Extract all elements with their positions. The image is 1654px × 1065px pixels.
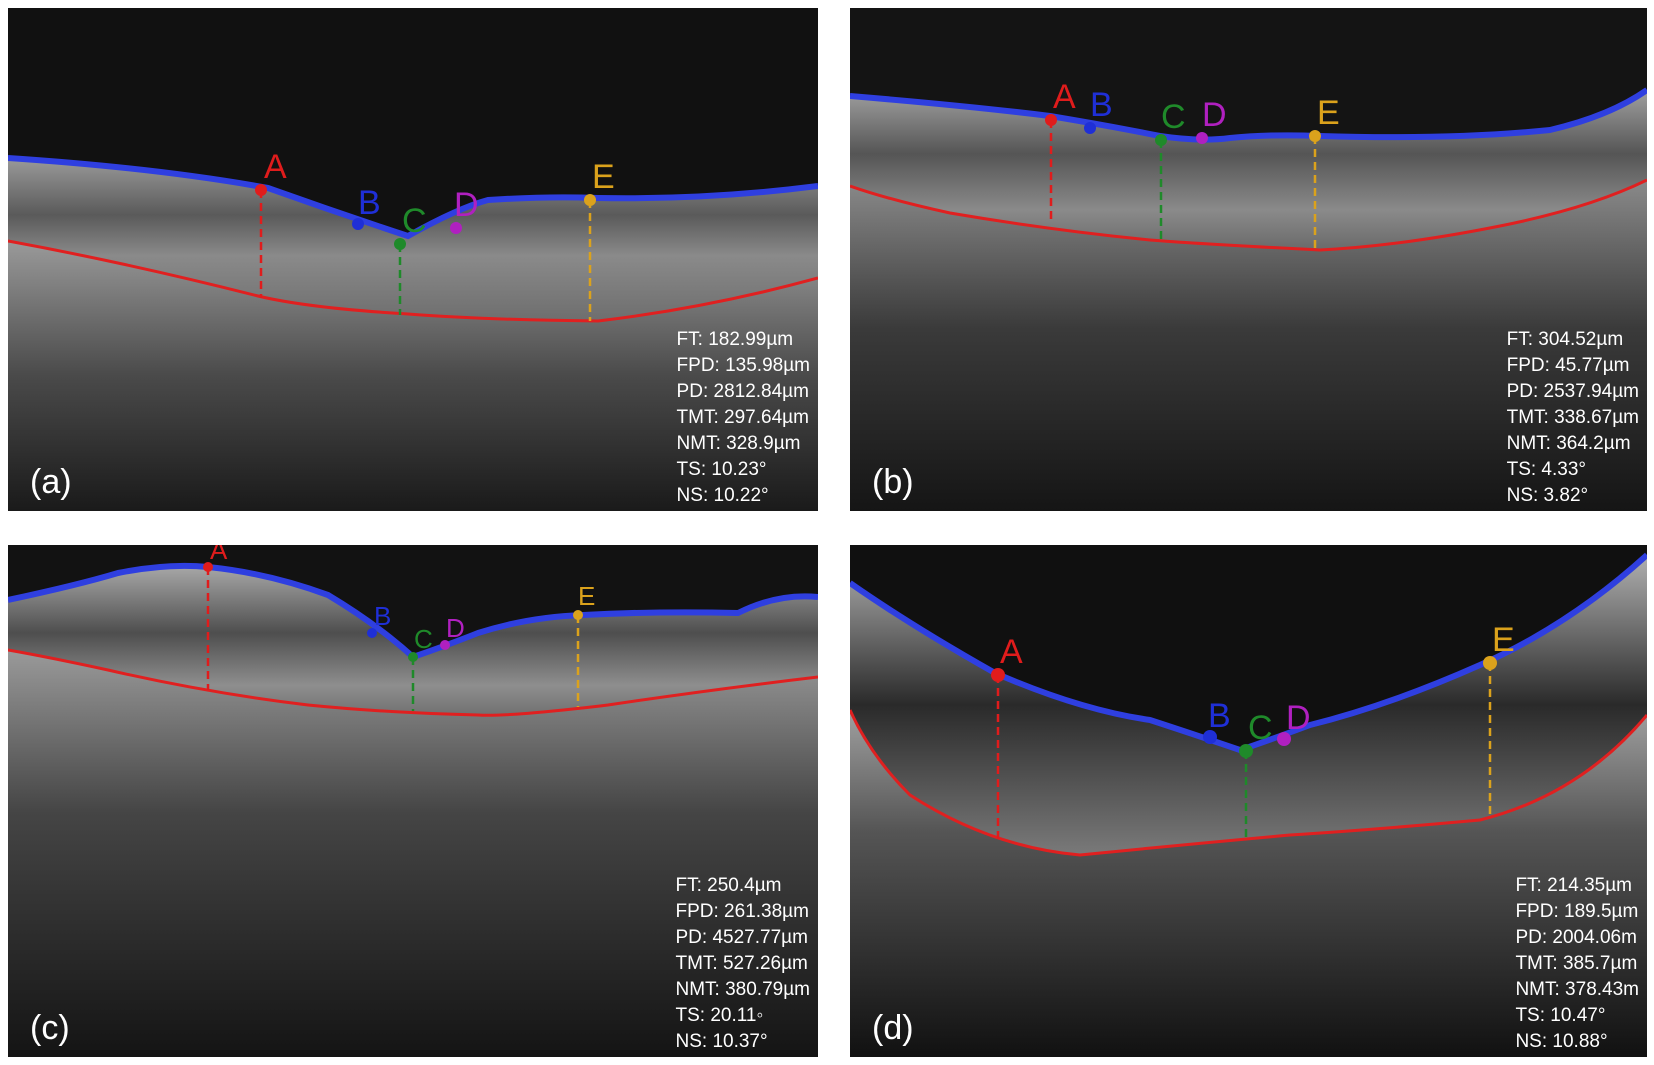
metric-tmt: TMT: 297.64µm: [676, 407, 809, 428]
outer-boundary-line: [850, 178, 1647, 252]
choroid-layer: [8, 650, 818, 1057]
point-b-label: B: [358, 184, 381, 222]
metrics-box: FT: 182.99µm FPD: 135.98µm PD: 2812.84µm…: [677, 327, 810, 509]
oct-scan-image-b: A B C D E: [850, 8, 1647, 511]
oct-panel-b: A B C D E (b) FT: 304.52µm FPD: 45.77µm …: [850, 8, 1647, 511]
point-e-marker: [573, 610, 583, 620]
metrics-box: FT: 250.4µm FPD: 261.38µm PD: 4527.77µm …: [676, 873, 811, 1055]
point-e-label: E: [578, 581, 595, 611]
point-e-label: E: [1492, 621, 1515, 659]
point-d-marker: [1277, 732, 1291, 746]
metric-nmt: NMT: 380.79µm: [675, 979, 811, 1000]
point-c-label: C: [402, 202, 427, 240]
metrics-box: FT: 304.52µm FPD: 45.77µm PD: 2537.94µm …: [1507, 327, 1639, 509]
metric-ts: TS: 10.23°: [676, 459, 767, 480]
metric-ns: NS: 3.82°: [1506, 485, 1589, 506]
choroid-layer: [8, 241, 818, 511]
point-e-label: E: [1317, 94, 1340, 132]
point-e-marker: [584, 194, 596, 206]
point-c-label: C: [1248, 709, 1273, 747]
oct-scan-image-c: A B C D E: [8, 545, 818, 1057]
point-a-label: A: [210, 545, 228, 565]
point-a-label: A: [264, 148, 287, 186]
metric-nmt: NMT: 378.43m: [1515, 979, 1639, 1000]
metric-ns: NS: 10.88°: [1515, 1031, 1608, 1052]
point-d-marker: [440, 640, 450, 650]
metric-tmt: TMT: 385.7µm: [1515, 953, 1638, 974]
metric-nmt: NMT: 364.2µm: [1506, 433, 1631, 454]
point-a-marker: [1045, 114, 1057, 126]
panel-label: (a): [30, 463, 72, 501]
point-d-label: D: [454, 186, 479, 224]
metric-ft: FT: 250.4µm: [675, 875, 782, 896]
point-b-label: B: [1090, 86, 1113, 124]
point-e-marker: [1483, 656, 1497, 670]
metric-pd: PD: 2812.84µm: [676, 381, 809, 402]
point-c-marker: [394, 238, 406, 250]
metric-ft: FT: 182.99µm: [676, 329, 794, 350]
metric-fpd: FPD: 45.77µm: [1506, 355, 1630, 376]
retina-layer: [850, 90, 1647, 250]
oct-scan-image-d: A B C D E: [850, 545, 1647, 1057]
metric-ns: NS: 10.37°: [675, 1031, 768, 1052]
metric-ts: TS: 10.47°: [1515, 1005, 1606, 1026]
point-c-marker: [1239, 744, 1253, 758]
point-d-marker: [450, 222, 462, 234]
point-a-marker: [991, 668, 1005, 682]
point-c-label: C: [1161, 98, 1186, 136]
retina-layer: [850, 555, 1647, 855]
panel-label: (b): [872, 463, 914, 501]
oct-panel-c: A B C D E (c) FT: 250.4µm FPD: 261.38µm …: [8, 545, 818, 1057]
metric-pd: PD: 2004.06m: [1515, 927, 1637, 948]
metric-ft: FT: 214.35µm: [1515, 875, 1633, 896]
point-d-marker: [1196, 132, 1208, 144]
point-a-marker: [203, 562, 213, 572]
point-c-label: C: [414, 624, 433, 654]
point-a-marker: [255, 184, 267, 196]
outer-boundary-line: [8, 239, 818, 323]
metric-tmt: TMT: 338.67µm: [1506, 407, 1639, 428]
point-b-label: B: [1208, 697, 1231, 735]
metric-fpd: FPD: 261.38µm: [675, 901, 809, 922]
inner-boundary-line: [8, 155, 818, 240]
point-d-label: D: [1202, 96, 1227, 134]
oct-panel-d: A B C D E (d) FT: 214.35µm FPD: 189.5µm …: [850, 545, 1647, 1057]
point-c-marker: [408, 652, 418, 662]
choroid-layer: [850, 710, 1647, 1057]
oct-scan-image-a: A B C D E: [8, 8, 818, 511]
point-b-marker: [1203, 730, 1217, 744]
metric-tmt: TMT: 527.26µm: [675, 953, 808, 974]
metrics-box: FT: 214.35µm FPD: 189.5µm PD: 2004.06m T…: [1515, 873, 1639, 1055]
point-a-label: A: [1053, 78, 1076, 116]
outer-boundary-line: [850, 709, 1647, 857]
point-b-marker: [1084, 122, 1096, 134]
panel-label: (d): [872, 1009, 914, 1047]
point-b-marker: [352, 218, 364, 230]
oct-panel-a: A B C D E (a) FT: 182.99µm FPD: 135.98µm…: [8, 8, 818, 511]
point-e-label: E: [592, 158, 615, 196]
point-a-label: A: [1000, 633, 1023, 671]
metric-ts: TS: 20.11◦: [675, 1005, 764, 1026]
metric-ft: FT: 304.52µm: [1506, 329, 1624, 350]
outer-boundary-line: [8, 648, 818, 717]
metric-pd: PD: 4527.77µm: [675, 927, 808, 948]
point-b-label: B: [374, 601, 391, 631]
point-d-label: D: [1286, 699, 1311, 737]
metric-fpd: FPD: 135.98µm: [676, 355, 810, 376]
panel-label: (c): [30, 1009, 70, 1047]
inner-boundary-line: [850, 87, 1647, 143]
point-c-marker: [1155, 134, 1167, 146]
point-b-marker: [367, 628, 377, 638]
metric-nmt: NMT: 328.9µm: [676, 433, 801, 454]
metric-fpd: FPD: 189.5µm: [1515, 901, 1639, 922]
metric-ns: NS: 10.22°: [676, 485, 769, 506]
retina-layer: [8, 565, 818, 716]
choroid-layer: [850, 180, 1647, 511]
point-e-marker: [1309, 130, 1321, 142]
metric-ts: TS: 4.33°: [1506, 459, 1587, 480]
metric-pd: PD: 2537.94µm: [1506, 381, 1639, 402]
point-d-label: D: [446, 613, 465, 643]
